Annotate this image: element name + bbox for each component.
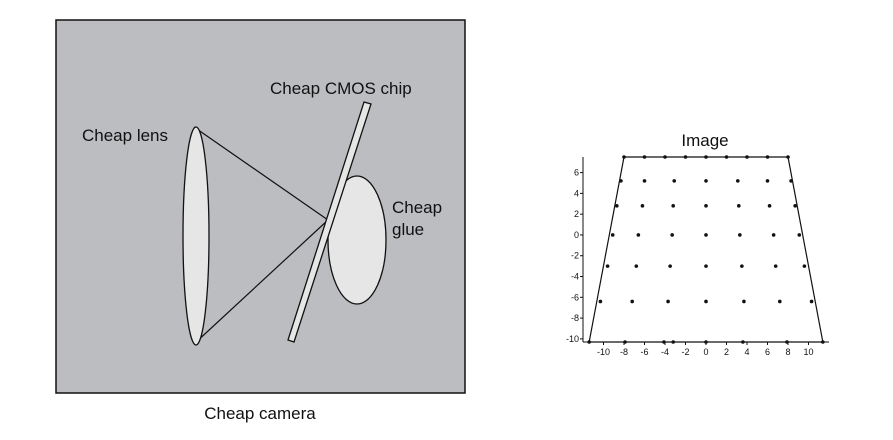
grid-point — [771, 233, 776, 237]
grid-point — [662, 340, 666, 344]
grid-point — [619, 179, 623, 183]
grid-point — [683, 155, 688, 159]
x-tick-label: -4 — [661, 347, 669, 357]
grid-point — [642, 179, 647, 183]
grid-point — [704, 264, 708, 268]
y-tick-label: -4 — [571, 272, 579, 282]
grid-point — [671, 204, 675, 208]
x-tick-label: 4 — [744, 347, 749, 357]
grid-point — [623, 340, 627, 344]
grid-point — [587, 340, 591, 344]
light-ray-top — [193, 126, 329, 221]
image-plot: Image -10 -8 -6 -4 -2 0 2 4 6 8 10 6 4 2 0 -2 -4 -6 -8 -10 — [566, 131, 829, 357]
grid-point — [666, 299, 670, 304]
grid-point — [741, 340, 745, 344]
light-ray-bottom — [193, 219, 329, 345]
grid-point — [745, 155, 749, 159]
grid-point — [704, 340, 708, 344]
glue-label-line1: Cheap — [392, 198, 442, 217]
x-tick-label: -2 — [681, 347, 689, 357]
grid-point — [793, 204, 797, 208]
grid-point — [765, 155, 770, 159]
x-tick-label: 0 — [703, 347, 708, 357]
camera-background — [55, 19, 466, 394]
distortion-outline — [588, 156, 824, 343]
y-tick-group: 6 4 2 0 -2 -4 -6 -8 -10 — [566, 168, 583, 344]
grid-point — [704, 204, 708, 208]
y-tick-label: 2 — [574, 209, 579, 219]
grid-point — [671, 340, 675, 344]
x-tick-label: -8 — [620, 347, 628, 357]
grid-point — [642, 155, 647, 159]
camera-caption: Cheap camera — [204, 404, 316, 423]
grid-point — [740, 264, 744, 268]
x-tick-label: 10 — [803, 347, 813, 357]
grid-point — [786, 155, 790, 159]
grid-point — [738, 233, 742, 237]
glue-blob — [327, 175, 387, 305]
grid-point — [742, 299, 746, 304]
y-tick-label: -2 — [571, 251, 579, 261]
chip-label: Cheap CMOS chip — [270, 79, 412, 98]
grid-point — [598, 299, 603, 304]
grid-point — [605, 264, 610, 268]
grid-point — [704, 233, 708, 237]
lens-label: Cheap lens — [82, 126, 168, 145]
grid-point — [630, 299, 634, 304]
x-tick-label: 6 — [765, 347, 770, 357]
x-tick-group: -10 -8 -6 -4 -2 0 2 4 6 8 10 — [597, 342, 814, 357]
trapezoid-outline — [588, 156, 824, 343]
lens-shape — [182, 126, 210, 346]
grid-point — [767, 204, 772, 208]
grid-point — [640, 204, 645, 208]
plot-title: Image — [681, 131, 728, 150]
grid-point — [789, 179, 793, 183]
grid-point — [785, 340, 789, 344]
grid-point — [636, 233, 641, 237]
grid-point — [670, 233, 674, 237]
y-tick-label: -6 — [571, 292, 579, 302]
cmos-chip — [287, 101, 372, 343]
y-tick-label: 6 — [574, 168, 579, 178]
grid-point — [672, 179, 677, 183]
x-tick-label: -6 — [640, 347, 648, 357]
grid-point — [704, 299, 708, 304]
grid-point — [668, 264, 672, 268]
grid-point — [615, 204, 619, 208]
grid-point — [610, 233, 615, 237]
y-tick-label: 4 — [574, 188, 579, 198]
grid-point — [773, 264, 778, 268]
grid-point — [634, 264, 639, 268]
grid-point — [737, 204, 741, 208]
x-tick-label: 8 — [785, 347, 790, 357]
y-tick-label: -10 — [566, 334, 579, 344]
grid-point — [622, 155, 626, 159]
grid-point — [704, 155, 708, 159]
grid-point — [797, 233, 802, 237]
glue-label-line2: glue — [392, 220, 424, 239]
y-tick-label: -8 — [571, 313, 579, 323]
grid-point — [704, 179, 708, 183]
grid-points — [587, 155, 825, 344]
x-tick-label: 2 — [724, 347, 729, 357]
camera-diagram: Cheap lens Cheap CMOS chip Cheap glue Ch… — [55, 19, 466, 423]
grid-point — [821, 340, 825, 344]
grid-point — [735, 179, 740, 183]
grid-point — [765, 179, 770, 183]
grid-point — [724, 155, 729, 159]
x-tick-label: -10 — [597, 347, 610, 357]
y-tick-label: 0 — [574, 230, 579, 240]
grid-point — [809, 299, 814, 304]
grid-point — [802, 264, 807, 268]
grid-point — [778, 299, 782, 304]
grid-point — [663, 155, 667, 159]
